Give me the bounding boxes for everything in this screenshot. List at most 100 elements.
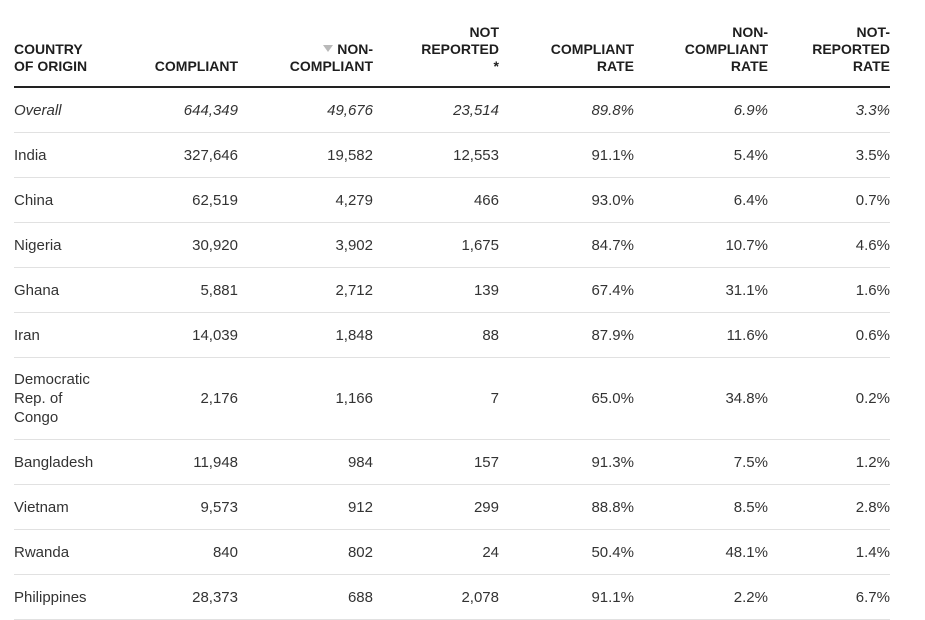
- cell-compliant-rate: 84.7%: [499, 222, 634, 268]
- cell-not-reported-rate: 0.6%: [768, 312, 890, 358]
- cell-compliant-rate: 93.0%: [499, 177, 634, 223]
- cell-non-compliant-rate: 2.2%: [634, 574, 768, 620]
- table-row: China 62,519 4,279 466 93.0% 6.4% 0.7%: [14, 177, 890, 223]
- table-row: Vietnam 9,573 912 299 88.8% 8.5% 2.8%: [14, 484, 890, 530]
- cell-compliant-rate: 91.3%: [499, 439, 634, 485]
- cell-compliant: 840: [120, 529, 238, 575]
- cell-non-compliant: 984: [238, 439, 373, 485]
- country-name: China: [14, 191, 54, 209]
- cell-non-compliant-rate: 34.8%: [634, 357, 768, 440]
- cell-not-reported: 1,675: [373, 222, 499, 268]
- cell-compliant: 28,373: [120, 574, 238, 620]
- cell-compliant-rate: 91.1%: [499, 574, 634, 620]
- cell-compliant-rate: 88.8%: [499, 484, 634, 530]
- cell-non-compliant: 1,848: [238, 312, 373, 358]
- cell-non-compliant: 19,582: [238, 132, 373, 178]
- cell-not-reported: 24: [373, 529, 499, 575]
- cell-country: Nigeria: [14, 222, 120, 268]
- cell-compliant: 644,349: [120, 87, 238, 133]
- cell-compliant: 9,573: [120, 484, 238, 530]
- cell-not-reported-rate: 4.6%: [768, 222, 890, 268]
- table-row: Ghana 5,881 2,712 139 67.4% 31.1% 1.6%: [14, 267, 890, 313]
- table-body: Overall 644,349 49,676 23,514 89.8% 6.9% 3.3% I…: [14, 87, 890, 620]
- cell-non-compliant: 1,166: [238, 357, 373, 440]
- cell-not-reported: 12,553: [373, 132, 499, 178]
- cell-country: Rwanda: [14, 529, 120, 575]
- cell-country: India: [14, 132, 120, 178]
- cell-non-compliant: 688: [238, 574, 373, 620]
- cell-non-compliant-rate: 6.9%: [634, 87, 768, 133]
- country-name: Philippines: [14, 588, 87, 606]
- country-name: Rwanda: [14, 543, 70, 561]
- cell-not-reported-rate: 6.7%: [768, 574, 890, 620]
- cell-country: Iran: [14, 312, 120, 358]
- country-name: Bangladesh: [14, 453, 94, 471]
- cell-not-reported-rate: 1.4%: [768, 529, 890, 575]
- cell-non-compliant-rate: 48.1%: [634, 529, 768, 575]
- cell-not-reported: 7: [373, 357, 499, 440]
- table-row: Philippines 28,373 688 2,078 91.1% 2.2% 6.7%: [14, 574, 890, 620]
- header-not-reported[interactable]: NOT REPORTED *: [373, 24, 499, 88]
- cell-not-reported-rate: 0.2%: [768, 357, 890, 440]
- header-non-compliant[interactable]: NON- COMPLIANT: [238, 24, 373, 88]
- country-name: India: [14, 146, 47, 164]
- cell-country: Democratic Rep. of Congo: [14, 357, 120, 440]
- table-row: Iran 14,039 1,848 88 87.9% 11.6% 0.6%: [14, 312, 890, 358]
- cell-non-compliant-rate: 10.7%: [634, 222, 768, 268]
- cell-compliant: 2,176: [120, 357, 238, 440]
- cell-compliant: 11,948: [120, 439, 238, 485]
- cell-not-reported-rate: 1.2%: [768, 439, 890, 485]
- country-name: Iran: [14, 326, 40, 344]
- header-country-of-origin[interactable]: COUNTRY OF ORIGIN: [14, 24, 120, 88]
- cell-not-reported: 299: [373, 484, 499, 530]
- cell-compliant: 14,039: [120, 312, 238, 358]
- cell-country: Ghana: [14, 267, 120, 313]
- cell-non-compliant: 49,676: [238, 87, 373, 133]
- table-row: India 327,646 19,582 12,553 91.1% 5.4% 3.5%: [14, 132, 890, 178]
- cell-non-compliant: 912: [238, 484, 373, 530]
- cell-not-reported-rate: 0.7%: [768, 177, 890, 223]
- cell-compliant-rate: 91.1%: [499, 132, 634, 178]
- header-compliant[interactable]: COMPLIANT: [120, 24, 238, 88]
- cell-non-compliant-rate: 7.5%: [634, 439, 768, 485]
- cell-not-reported: 88: [373, 312, 499, 358]
- cell-country: Philippines: [14, 574, 120, 620]
- header-non-compliant-label: NON- COMPLIANT: [289, 41, 373, 74]
- cell-not-reported: 23,514: [373, 87, 499, 133]
- cell-not-reported: 466: [373, 177, 499, 223]
- table-row: Nigeria 30,920 3,902 1,675 84.7% 10.7% 4.6%: [14, 222, 890, 268]
- cell-country: Overall: [14, 87, 120, 133]
- table-row: Democratic Rep. of Congo 2,176 1,166 7 65.0%…: [14, 357, 890, 440]
- cell-compliant: 30,920: [120, 222, 238, 268]
- header-not-reported-rate[interactable]: NOT- REPORTED RATE: [768, 24, 890, 88]
- cell-not-reported: 2,078: [373, 574, 499, 620]
- cell-compliant: 327,646: [120, 132, 238, 178]
- cell-non-compliant-rate: 8.5%: [634, 484, 768, 530]
- cell-compliant-rate: 87.9%: [499, 312, 634, 358]
- table-row-overall: Overall 644,349 49,676 23,514 89.8% 6.9% 3.3%: [14, 87, 890, 133]
- table-row: Bangladesh 11,948 984 157 91.3% 7.5% 1.2%: [14, 439, 890, 485]
- cell-not-reported-rate: 3.5%: [768, 132, 890, 178]
- cell-non-compliant-rate: 5.4%: [634, 132, 768, 178]
- cell-compliant: 62,519: [120, 177, 238, 223]
- cell-country: Vietnam: [14, 484, 120, 530]
- cell-non-compliant: 3,902: [238, 222, 373, 268]
- cell-non-compliant-rate: 11.6%: [634, 312, 768, 358]
- cell-non-compliant: 4,279: [238, 177, 373, 223]
- cell-non-compliant-rate: 6.4%: [634, 177, 768, 223]
- header-row: COUNTRY OF ORIGIN COMPLIANT NON- COMPLIA…: [14, 24, 890, 88]
- country-name: Nigeria: [14, 236, 62, 254]
- cell-non-compliant: 2,712: [238, 267, 373, 313]
- cell-compliant-rate: 50.4%: [499, 529, 634, 575]
- cell-non-compliant: 802: [238, 529, 373, 575]
- cell-not-reported-rate: 1.6%: [768, 267, 890, 313]
- triangle-down-icon: [323, 45, 334, 52]
- header-compliant-rate[interactable]: COMPLIANT RATE: [499, 24, 634, 88]
- cell-compliant-rate: 89.8%: [499, 87, 634, 133]
- cell-not-reported-rate: 3.3%: [768, 87, 890, 133]
- cell-compliant-rate: 67.4%: [499, 267, 634, 313]
- header-non-compliant-rate[interactable]: NON- COMPLIANT RATE: [634, 24, 768, 88]
- table-row: Rwanda 840 802 24 50.4% 48.1% 1.4%: [14, 529, 890, 575]
- cell-not-reported: 139: [373, 267, 499, 313]
- country-name: Overall: [14, 101, 62, 119]
